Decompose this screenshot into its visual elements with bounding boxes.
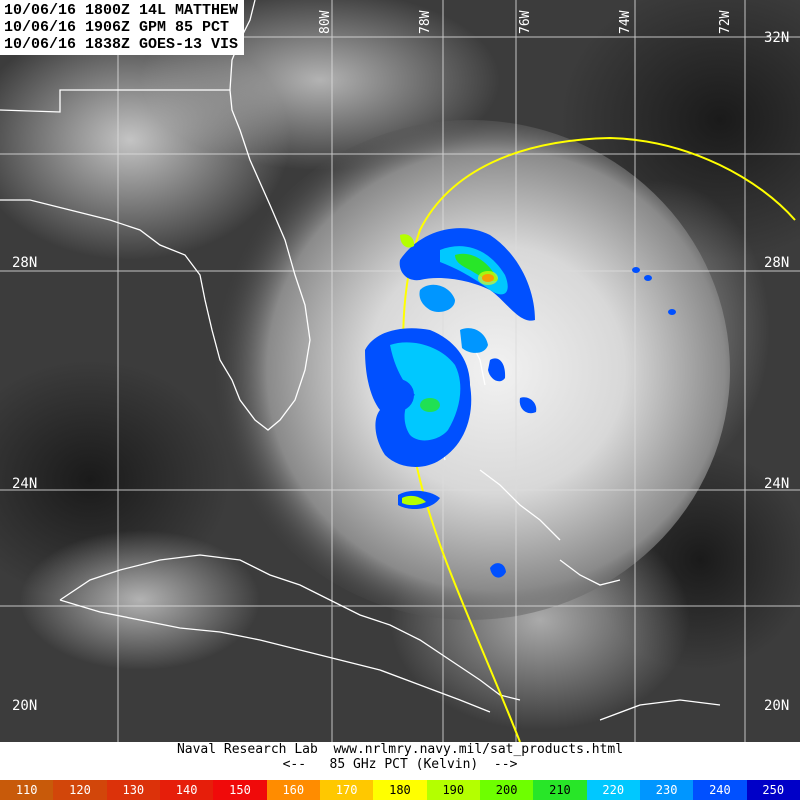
header-line-gpm: 10/06/16 1906Z GPM 85 PCT (4, 19, 230, 36)
colorbar-swatch-140: 140 (159, 780, 214, 800)
lat-label-24n-left: 24N (12, 476, 38, 492)
lat-label-20n-left: 20N (12, 698, 38, 714)
lat-label-32n: 32N (764, 30, 790, 46)
colorbar-swatch-210: 210 (533, 780, 587, 800)
colorbar-swatch-220: 220 (586, 780, 640, 800)
colorbar-swatch-180: 180 (373, 780, 427, 800)
bahamas-islands (479, 469, 561, 541)
lon-label-72w: 72W (718, 10, 733, 34)
cloud-field (20, 530, 260, 670)
lat-label-28n-left: 28N (12, 255, 38, 271)
header-line-goes: 10/06/16 1838Z GOES-13 VIS (4, 36, 239, 53)
colorbar-swatch-240: 240 (693, 780, 747, 800)
credits-bar: Naval Research Lab www.nrlmry.navy.mil/s… (0, 742, 800, 780)
colorbar-swatch-170: 170 (319, 780, 374, 800)
gpm-swath-edge (402, 136, 796, 742)
colorbar-swatch-150: 150 (213, 780, 267, 800)
lon-label-78w: 78W (418, 10, 433, 34)
colorbar-title: <-- 85 GHz PCT (Kelvin) --> (282, 757, 518, 772)
lat-label-20n-right: 20N (764, 698, 790, 714)
header-line-storm: 10/06/16 1800Z 14L MATTHEW (4, 2, 239, 19)
lat-label-24n-right: 24N (764, 476, 790, 492)
colorbar-swatch-250: 250 (746, 780, 800, 800)
colorbar-swatch-190: 190 (426, 780, 480, 800)
coastlines (0, 0, 721, 721)
florida-coastline (0, 89, 311, 431)
colorbar-swatch-230: 230 (639, 780, 694, 800)
colorbar-swatch-120: 120 (53, 780, 107, 800)
satellite-image: 10/06/16 1800Z 14L MATTHEW 10/06/16 1906… (0, 0, 800, 742)
colorbar-swatch-110: 110 (0, 780, 54, 800)
hurricane-cloud-mass (210, 120, 730, 620)
map-canvas (0, 0, 800, 742)
colorbar-swatch-130: 130 (106, 780, 160, 800)
lon-label-76w: 76W (518, 10, 533, 34)
credits-source: Naval Research Lab www.nrlmry.navy.mil/s… (176, 742, 624, 757)
lat-label-28n-right: 28N (764, 255, 790, 271)
cuba-coastline (59, 554, 521, 701)
product-header: 10/06/16 1800Z 14L MATTHEW 10/06/16 1906… (0, 0, 245, 55)
colorbar-swatch-200: 200 (479, 780, 534, 800)
lon-label-80w: 80W (318, 10, 333, 34)
lon-label-74w: 74W (618, 10, 633, 34)
colorbar: 110 120 130 140 150 160 170 180 190 200 210 220 230 2… (0, 780, 800, 800)
microwave-rainbands (365, 228, 676, 578)
colorbar-swatch-160: 160 (266, 780, 320, 800)
